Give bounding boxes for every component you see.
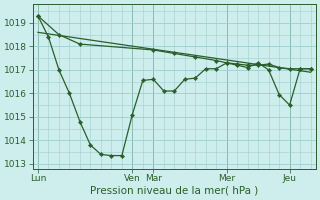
- X-axis label: Pression niveau de la mer( hPa ): Pression niveau de la mer( hPa ): [90, 186, 259, 196]
